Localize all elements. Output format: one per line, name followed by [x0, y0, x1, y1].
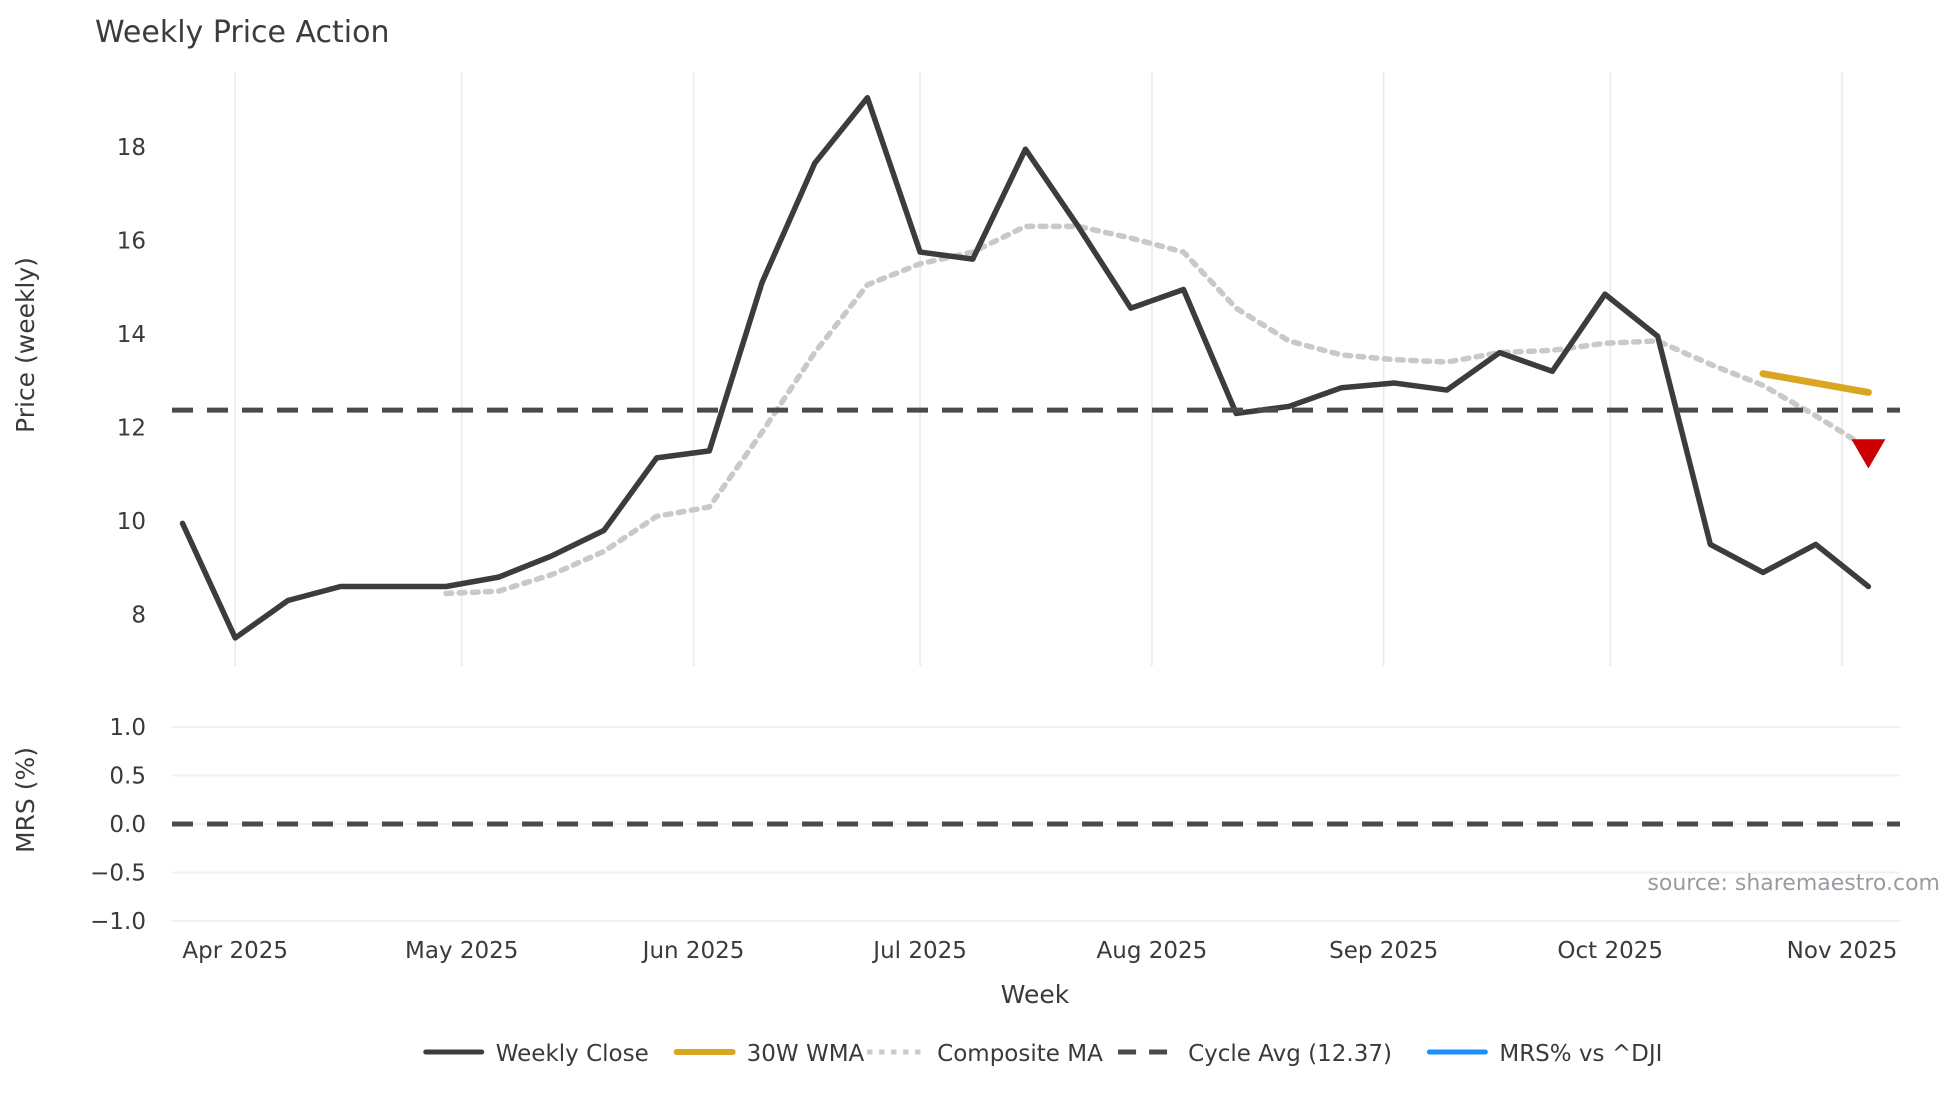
x-tick-3: Jul 2025 — [871, 938, 967, 964]
price-tick-14: 14 — [117, 322, 146, 348]
legend-label-30w-wma[interactable]: 30W WMA — [747, 1041, 865, 1067]
x-tick-7: Nov 2025 — [1787, 938, 1898, 964]
x-tick-4: Aug 2025 — [1097, 938, 1208, 964]
price-y-tick-labels: 8 10 12 14 16 18 — [117, 135, 146, 629]
mrs-tick-1: 0.5 — [109, 764, 146, 790]
price-series-group — [179, 94, 1872, 641]
chart-legend: Weekly Close 30W WMA Composite MA Cycle Avg… — [423, 1041, 1662, 1067]
price-tick-12: 12 — [117, 415, 146, 441]
legend-label-mrs-vs-dji[interactable]: MRS% vs ^DJI — [1499, 1041, 1662, 1067]
series-line-weekly-close-0 — [179, 94, 1872, 641]
mrs-tick-4: −1.0 — [90, 909, 146, 935]
mrs-tick-3: −0.5 — [90, 861, 146, 887]
price-tick-16: 16 — [117, 228, 146, 254]
x-axis-tick-labels: Apr 2025 May 2025 Jun 2025 Jul 2025 Aug 2025… — [182, 938, 1897, 964]
page-title: Weekly Price Action — [95, 15, 390, 50]
legend-label-composite-ma[interactable]: Composite MA — [937, 1041, 1103, 1067]
mrs-tick-0: 1.0 — [109, 715, 146, 741]
price-tick-18: 18 — [117, 135, 146, 161]
x-tick-0: Apr 2025 — [182, 938, 288, 964]
series-line-30w-wma-0 — [1759, 370, 1872, 396]
series-line-composite-ma-0 — [443, 223, 1872, 597]
source-attribution: source: sharemaestro.com — [1647, 871, 1940, 896]
x-axis-label: Week — [1001, 980, 1070, 1009]
x-tick-5: Sep 2025 — [1329, 938, 1438, 964]
price-gridlines — [234, 72, 1843, 666]
price-markers-group — [1851, 439, 1886, 469]
x-tick-6: Oct 2025 — [1557, 938, 1663, 964]
trend-down-marker — [1851, 439, 1886, 469]
legend-label-cycle-avg-12-37[interactable]: Cycle Avg (12.37) — [1188, 1041, 1392, 1067]
mrs-tick-2: 0.0 — [109, 812, 146, 838]
legend-label-weekly-close[interactable]: Weekly Close — [496, 1041, 649, 1067]
price-y-axis-label: Price (weekly) — [11, 257, 40, 433]
x-tick-2: Jun 2025 — [641, 938, 745, 964]
x-tick-1: May 2025 — [405, 938, 518, 964]
price-tick-10: 10 — [117, 509, 146, 535]
mrs-y-axis-label: MRS (%) — [11, 747, 40, 853]
mrs-y-tick-labels: 1.0 0.5 0.0 −0.5 −1.0 — [90, 715, 146, 935]
price-tick-8: 8 — [131, 603, 146, 629]
